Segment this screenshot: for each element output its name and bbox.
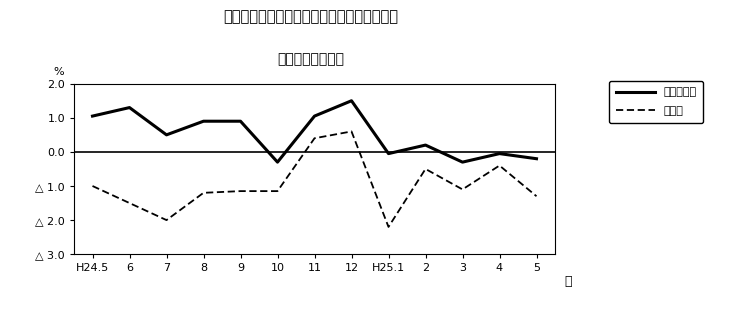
Text: 月: 月: [565, 275, 572, 288]
Text: %: %: [54, 67, 64, 77]
Text: 第３図　常用雇用指数　対前年同月比の推移: 第３図 常用雇用指数 対前年同月比の推移: [223, 9, 398, 24]
Legend: 調査産業計, 製造業: 調査産業計, 製造業: [609, 81, 703, 123]
Text: （規横５人以上）: （規横５人以上）: [278, 53, 344, 67]
